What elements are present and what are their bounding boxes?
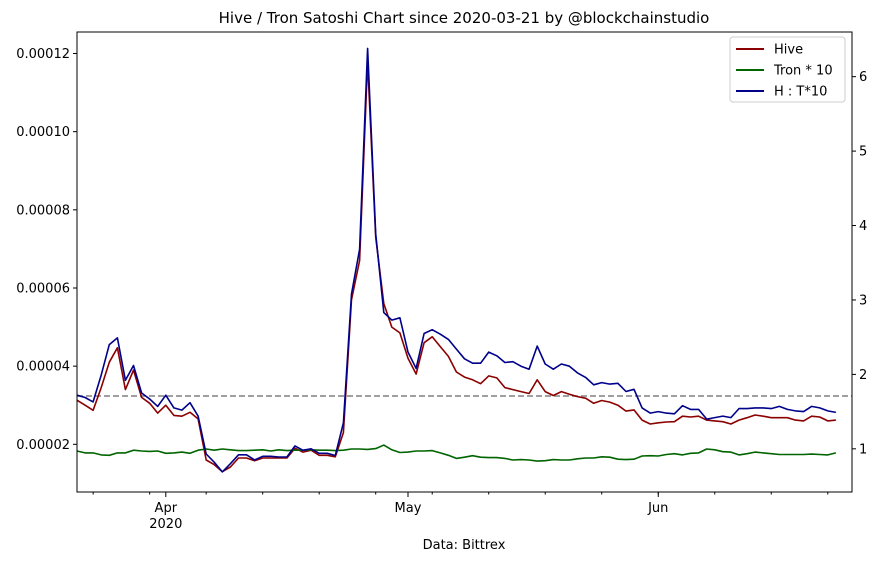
y-right-tick-label: 2	[859, 368, 867, 383]
y-right-tick-label: 1	[859, 442, 867, 457]
legend-box	[729, 36, 846, 103]
y-left-tick-label: 0.00010	[16, 125, 70, 140]
series-line-1	[76, 444, 837, 462]
legend-label: H : T*10	[774, 85, 827, 100]
y-right-tick-label: 5	[859, 145, 867, 160]
legend-label: Hive	[774, 43, 803, 58]
y-right-tick-label: 4	[859, 219, 867, 234]
y-left-tick-label: 0.00008	[16, 203, 70, 218]
plot-frame	[76, 31, 853, 493]
y-right-tick-label: 6	[859, 70, 867, 85]
y-left-tick-label: 0.00004	[16, 360, 70, 375]
x-tick-sublabel: 2020	[149, 517, 182, 532]
y-left-tick-label: 0.00012	[16, 47, 70, 62]
series-line-0	[76, 60, 836, 473]
legend: Hive Tron * 10 H : T*10	[729, 36, 846, 103]
x-tick-label: Apr	[155, 501, 178, 516]
plot-area	[76, 47, 852, 473]
y-right-tick-label: 3	[859, 293, 867, 308]
y-left-tick-label: 0.00002	[16, 438, 70, 453]
y-left-tick-label: 0.00006	[16, 281, 70, 296]
x-tick-label: May	[395, 501, 422, 516]
chart-title: Hive / Tron Satoshi Chart since 2020-03-…	[219, 9, 710, 27]
legend-label: Tron * 10	[773, 64, 833, 79]
series-line-2	[76, 47, 837, 473]
axes: 0.00002 0.00004 0.00006 0.00008 0.00010 0.000…	[16, 47, 867, 532]
x-tick-label: Jun	[647, 501, 668, 516]
x-axis-label: Data: Bittrex	[423, 538, 506, 553]
